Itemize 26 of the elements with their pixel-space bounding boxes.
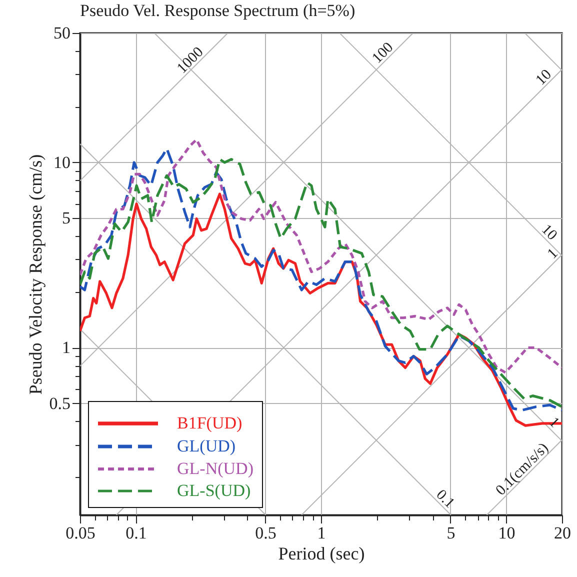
y-tick-label: 0.5 bbox=[49, 394, 70, 413]
chart-title: Pseudo Vel. Response Spectrum (h=5%) bbox=[80, 1, 356, 20]
annotation: 0.1 bbox=[432, 486, 458, 512]
x-tick-label: 20 bbox=[554, 524, 571, 542]
annotation: 1 bbox=[546, 414, 562, 432]
annotation: 1 bbox=[544, 246, 562, 262]
legend-label: GL-N(UD) bbox=[177, 459, 254, 478]
x-tick-label: 0.05 bbox=[66, 524, 96, 542]
legend-label: B1F(UD) bbox=[177, 414, 242, 432]
annotation: 1000 bbox=[174, 44, 207, 77]
annotation: 10 bbox=[538, 222, 560, 244]
y-axis-title: Pseudo Velocity Response (cm/s) bbox=[25, 154, 46, 395]
legend-label: GL-S(UD) bbox=[177, 481, 251, 500]
y-tick-label: 1 bbox=[62, 338, 70, 358]
x-tick-label: 5 bbox=[446, 524, 456, 542]
x-axis-title: Period (sec) bbox=[278, 544, 365, 564]
y-tick-label: 5 bbox=[62, 208, 70, 228]
x-tick-label: 10 bbox=[498, 524, 516, 542]
x-tick-label: 0.1 bbox=[126, 524, 147, 542]
x-tick-label: 0.5 bbox=[255, 524, 276, 542]
legend-label: GL(UD) bbox=[177, 436, 236, 456]
y-tick-label: 10 bbox=[54, 152, 70, 172]
annotation: 10 bbox=[533, 66, 555, 89]
annotation: 100 bbox=[369, 40, 397, 67]
y-tick-label: 50 bbox=[54, 24, 70, 42]
x-tick-label: 1 bbox=[317, 524, 326, 542]
